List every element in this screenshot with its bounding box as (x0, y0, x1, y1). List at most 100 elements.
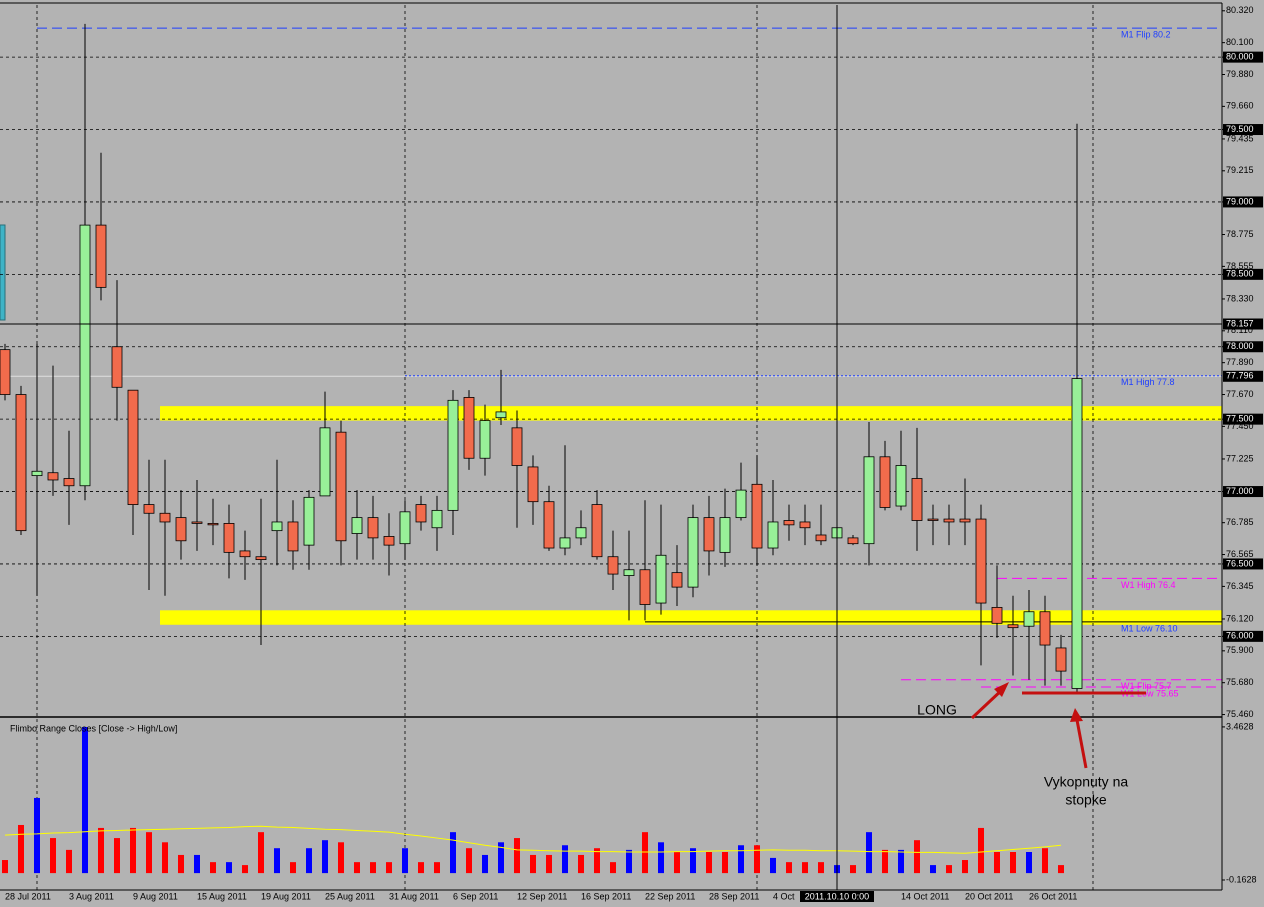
axes: 80.000 79.500 79.000 78.500 78.000 77.500 77.0… (5, 5, 1263, 902)
indicator-bar (882, 849, 888, 874)
annotation-note: stopke (1065, 792, 1106, 808)
candle-body (415, 504, 427, 523)
y-tick-label: 75.680 (1226, 677, 1254, 687)
indicator-bar (914, 840, 920, 874)
indicator-bar (850, 865, 856, 874)
y-tick-label: 79.000 (1226, 196, 1254, 206)
side-tab (0, 224, 6, 321)
level-label: M1 High 77.8 (1121, 377, 1175, 387)
x-tick-label: 20 Oct 2011 (965, 891, 1013, 901)
candle-body (159, 512, 171, 523)
y-tick-label: 75.900 (1226, 645, 1254, 655)
candle-body (239, 550, 251, 558)
crosshair-price-box (1223, 318, 1263, 330)
candle-body (255, 556, 267, 561)
y-tick-label: 78.555 (1226, 261, 1254, 271)
indicator-bar (674, 852, 680, 874)
candle-body (527, 466, 539, 503)
y-tick-label: 77.000 (1226, 486, 1254, 496)
y-tick-label: 79.215 (1226, 165, 1254, 175)
indicator-bar (690, 848, 696, 874)
arrow-head (1070, 708, 1083, 722)
candle-body (495, 411, 507, 419)
indicator-bar (466, 848, 472, 874)
x-tick-label: 26 Oct 2011 (1029, 891, 1077, 901)
candle-body (447, 399, 459, 511)
indicator-bar (66, 849, 72, 874)
x-tick-label: 22 Sep 2011 (645, 891, 695, 901)
level-label: M1 Low 76.10 (1121, 623, 1178, 633)
candle-body (607, 556, 619, 575)
candle-body (895, 465, 907, 507)
candle-body (975, 518, 987, 604)
zones (160, 406, 1222, 625)
zone (160, 610, 1222, 625)
candle-body (351, 517, 363, 534)
level-label: W1 High 76.4 (1121, 580, 1176, 590)
candle-body (623, 569, 635, 576)
candle-body (815, 534, 827, 542)
indicator-bar (290, 862, 296, 874)
candle-body (671, 572, 683, 588)
candle-body (927, 518, 939, 521)
candle-body (63, 478, 75, 487)
y-tick-label: 78.775 (1226, 229, 1254, 239)
indicator-bar (706, 852, 712, 874)
indicator-bar (18, 824, 24, 874)
grid (0, 5, 1222, 890)
level-label: M1 Flip 80.2 (1121, 30, 1171, 40)
candle-body (463, 397, 475, 459)
x-tick-label: 9 Aug 2011 (133, 891, 178, 901)
y-tick-label: 75.460 (1226, 709, 1254, 719)
crosshair-time-box (800, 891, 874, 902)
indicator-bar (610, 862, 616, 874)
indicator-bar (114, 838, 120, 874)
x-tick-label: 31 Aug 2011 (389, 891, 439, 901)
indicator-bar (642, 832, 648, 874)
indicator-bar (930, 865, 936, 874)
x-tick-label: 28 Sep 2011 (709, 891, 759, 901)
indicator-bar (514, 838, 520, 874)
indicator (2, 727, 1064, 874)
indicator-bar (386, 862, 392, 874)
indicator-bar (162, 842, 168, 874)
candle-body (735, 489, 747, 519)
crosshair (0, 5, 1222, 890)
y-tick-label: 76.120 (1226, 613, 1254, 623)
level-label: W1 Low 75.65 (1121, 688, 1179, 698)
indicator-bar (146, 832, 152, 874)
candle-body (175, 517, 187, 542)
x-tick-label: 6 Sep 2011 (453, 891, 498, 901)
current-price-box (1223, 370, 1263, 382)
indicator-bar (594, 848, 600, 874)
candle-body (703, 517, 715, 552)
y-tick-label: 79.880 (1226, 69, 1254, 79)
candle-body (367, 517, 379, 539)
y-tick-label: 79.500 (1226, 124, 1254, 134)
y-tick-label: 76.000 (1226, 631, 1254, 641)
indicator-bar (98, 827, 104, 874)
candle-body (111, 346, 123, 388)
indicator-bar (322, 840, 328, 874)
y-tick-label: 77.225 (1226, 453, 1254, 463)
indicator-bar (258, 832, 264, 874)
indicator-bar (450, 832, 456, 874)
indicator-bar (194, 854, 200, 874)
candle-body (303, 496, 315, 546)
y-tick-label: 79.435 (1226, 133, 1254, 143)
y-tick-box (1223, 630, 1263, 642)
candle-body (575, 527, 587, 539)
x-tick-label: 3 Aug 2011 (69, 891, 114, 901)
y-tick-label: 80.000 (1226, 52, 1254, 62)
indicator-bar (50, 838, 56, 874)
level-label: W1 Flip 75.7 (1121, 681, 1172, 691)
y-tick-box (1223, 51, 1263, 63)
candle-body (1071, 378, 1083, 689)
x-tick-label: 16 Sep 2011 (581, 891, 631, 901)
candle-body (591, 504, 603, 558)
candle-body (335, 431, 347, 542)
candle-body (719, 517, 731, 553)
